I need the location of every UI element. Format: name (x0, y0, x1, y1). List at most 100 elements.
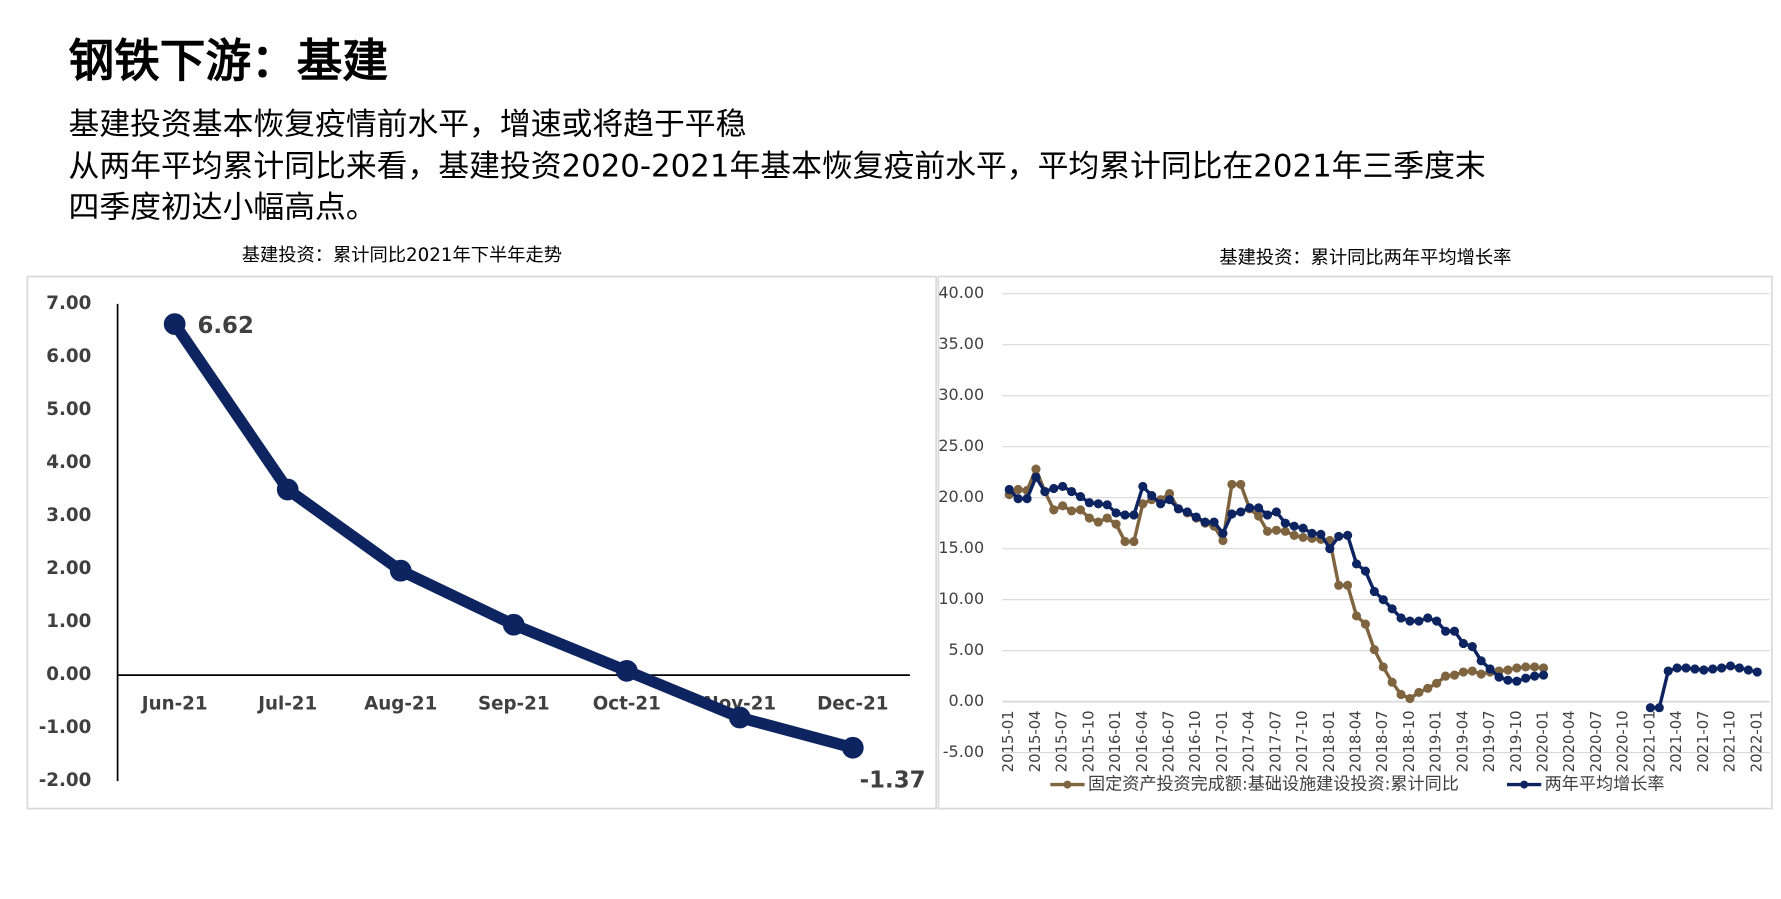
data-point (1084, 498, 1094, 508)
data-point (1289, 530, 1299, 540)
data-point (1236, 507, 1246, 517)
y-tick-label: 7.00 (46, 293, 91, 314)
data-point (1254, 503, 1264, 513)
data-point (1458, 638, 1468, 649)
data-point (1485, 664, 1495, 674)
x-tick-label: 2018-07 (1374, 710, 1391, 772)
y-tick-label: 2.00 (46, 558, 91, 579)
data-label: -1.37 (860, 767, 926, 793)
data-point (1387, 677, 1397, 687)
data-point (276, 478, 299, 501)
data-point (1022, 494, 1032, 504)
data-point (502, 613, 525, 636)
data-point (1325, 544, 1335, 554)
data-point (1476, 669, 1486, 679)
data-point (1458, 667, 1468, 677)
series-line (169, 320, 855, 754)
data-point (1093, 517, 1103, 527)
data-point (1369, 586, 1379, 597)
y-tick-label: 20.00 (938, 487, 984, 506)
data-point (1672, 663, 1682, 673)
data-point (728, 706, 751, 729)
data-point (1245, 503, 1255, 513)
data-point (1690, 664, 1700, 674)
y-tick-label: -1.00 (39, 717, 92, 738)
data-point (1129, 536, 1139, 547)
data-point (1708, 664, 1718, 674)
data-point (1111, 508, 1121, 518)
x-tick-label: 2018-01 (1321, 710, 1338, 772)
data-point (1173, 504, 1183, 514)
x-tick-label: Jun-21 (140, 694, 208, 715)
data-point (1494, 672, 1504, 682)
data-point (1476, 656, 1486, 666)
y-tick-label: 15.00 (938, 538, 984, 557)
legend-label: 固定资产投资完成额:基础设施建设投资:累计同比 (1088, 775, 1459, 795)
x-tick-label: Jul-21 (256, 694, 317, 715)
y-tick-label: 5.00 (949, 640, 985, 659)
data-point (1227, 479, 1237, 489)
data-point (1289, 521, 1299, 531)
x-tick-label: Dec-21 (817, 694, 888, 715)
x-tick-label: 2015-10 (1080, 710, 1097, 772)
y-tick-label: 30.00 (938, 385, 984, 404)
data-point (1654, 703, 1664, 713)
data-point (1280, 526, 1290, 536)
data-point (1058, 501, 1068, 511)
data-point (1271, 525, 1281, 535)
data-point (1414, 687, 1424, 698)
data-point (1432, 678, 1442, 688)
data-point (1111, 519, 1121, 529)
data-point (1075, 492, 1086, 502)
data-point (1467, 666, 1477, 676)
data-point (1298, 532, 1308, 542)
x-tick-label: 2016-07 (1161, 710, 1178, 772)
data-point (1227, 509, 1237, 519)
data-point (1334, 580, 1344, 590)
data-point (389, 559, 412, 582)
x-tick-label: 2020-04 (1561, 710, 1578, 772)
data-point (1396, 613, 1406, 623)
x-tick-label: 2018-10 (1401, 710, 1418, 772)
data-point (1512, 663, 1522, 673)
data-point (1147, 491, 1157, 501)
slide-text: 四季度初达小幅高点。 (69, 190, 377, 226)
legend-swatch (1063, 780, 1072, 789)
x-tick-label: 2020-07 (1588, 710, 1605, 772)
x-tick-label: 2017-07 (1267, 710, 1284, 772)
slide-text: 从两年平均累计同比来看，基建投资2020-2021年基本恢复疫前水平，平均累计同… (69, 149, 1486, 185)
data-point (163, 313, 186, 335)
y-tick-label: 0.00 (46, 664, 91, 685)
data-point (1423, 613, 1433, 623)
data-point (1120, 536, 1130, 547)
x-tick-label: 2017-10 (1294, 710, 1311, 772)
data-point (1120, 510, 1130, 520)
x-tick-label: 2016-01 (1107, 710, 1124, 772)
data-point (1236, 479, 1246, 489)
data-point (1441, 626, 1451, 636)
data-point (1405, 693, 1415, 704)
data-point (1004, 484, 1014, 495)
data-point (615, 660, 638, 682)
data-point (1360, 619, 1370, 629)
data-point (1423, 683, 1433, 693)
data-point (1449, 626, 1460, 636)
data-point (841, 736, 864, 759)
legend-label: 两年平均增长率 (1545, 775, 1665, 795)
x-tick-label: 2019-04 (1454, 710, 1471, 772)
x-tick-label: 2015-07 (1054, 710, 1071, 772)
legend-swatch (1520, 780, 1529, 789)
data-point (1343, 530, 1353, 540)
y-tick-label: 40.00 (938, 283, 984, 302)
data-point (1164, 495, 1175, 505)
data-point (1129, 510, 1139, 520)
y-tick-label: 1.00 (46, 611, 91, 632)
x-tick-label: 2016-04 (1134, 710, 1151, 772)
data-point (1369, 645, 1379, 655)
data-point (1031, 464, 1041, 474)
data-point (1521, 673, 1531, 683)
y-tick-label: 35.00 (938, 334, 984, 353)
x-tick-label: 2020-10 (1615, 710, 1632, 772)
y-tick-label: 0.00 (949, 691, 985, 710)
